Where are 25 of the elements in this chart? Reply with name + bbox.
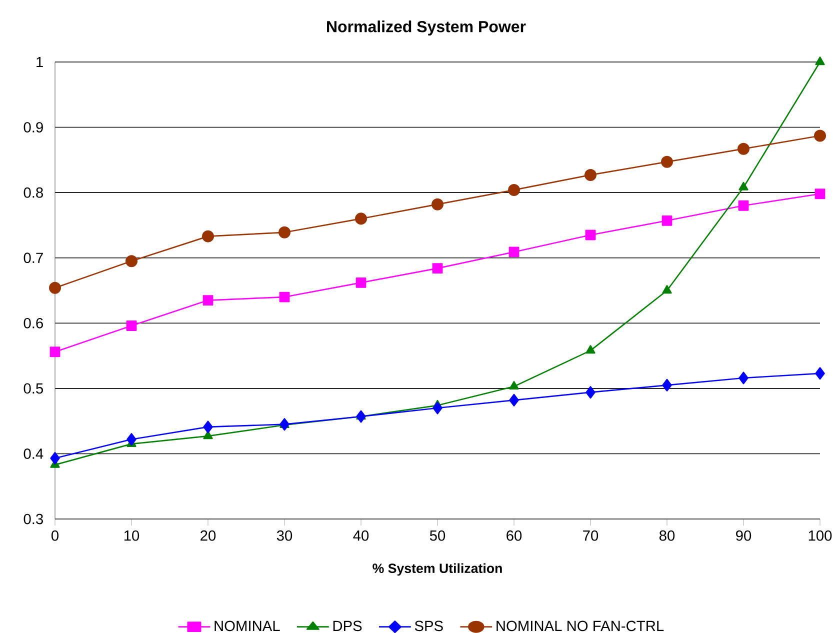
x-tick-label: 90	[736, 530, 752, 541]
chart-title: Normalized System Power	[327, 20, 526, 36]
y-tick-label: 0.8	[24, 187, 43, 198]
y-tick-label: 0.6	[24, 318, 43, 328]
x-tick-label: 0	[51, 530, 58, 541]
y-tick-label: 0.4	[24, 448, 44, 459]
x-tick-label: 60	[506, 530, 522, 541]
x-tick-label: 100	[808, 530, 832, 541]
y-tick-label: 0.3	[24, 514, 43, 524]
x-axis-title: % System Utilization	[372, 563, 502, 576]
x-tick-label: 50	[430, 530, 446, 541]
y-tick-label: 0.7	[24, 252, 43, 264]
legend-label: SPS	[414, 620, 443, 632]
x-tick-label: 80	[659, 530, 675, 541]
x-tick-label: 10	[124, 530, 140, 541]
x-tick-label: 20	[200, 530, 216, 541]
x-tick-label: 70	[583, 530, 598, 541]
y-tick-label: 0.5	[24, 383, 43, 394]
legend-label: NOMINAL NO FAN-CTRL	[496, 620, 664, 632]
y-tick-label: 0.9	[24, 122, 43, 132]
x-tick-label: 40	[353, 530, 369, 541]
legend-label: NOMINAL	[214, 620, 280, 632]
legend-label: DPS	[333, 620, 362, 632]
y-tick-label: 1	[36, 56, 43, 68]
x-tick-label: 30	[276, 530, 292, 541]
